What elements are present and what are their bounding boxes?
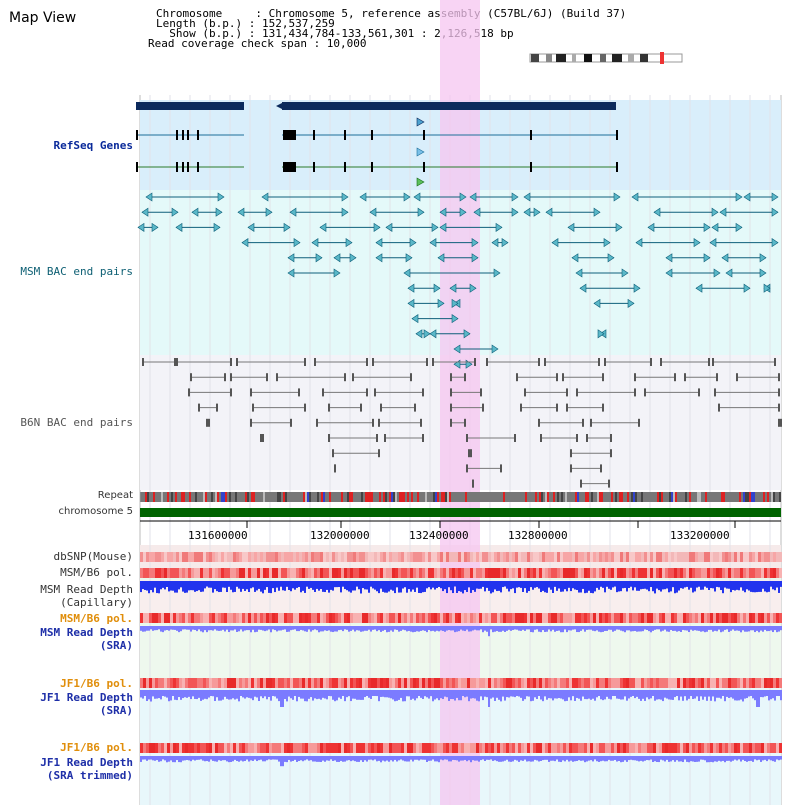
chromosome-info: Chromosome : Chromosome 5, reference ass… [148,8,626,50]
chromosome-bar[interactable] [140,508,781,517]
track-label-msm-b6-pol-2[interactable]: MSM/B6 pol. [60,612,133,625]
highlight-region[interactable] [440,0,480,805]
track-label-refseq[interactable]: RefSeq Genes [53,139,133,152]
map-view-title: Map View [9,10,77,26]
track-label-msm-bac[interactable]: MSM BAC end pairs [20,265,133,278]
track-label-jf1-b6-pol-1[interactable]: JF1/B6 pol. [60,677,133,690]
track-label-jf1-depth-sra-sub: (SRA) [99,704,133,717]
track-label-msm-b6-pol-1[interactable]: MSM/B6 pol. [60,566,133,579]
track-label-msm-depth-sra-sub: (SRA) [99,639,133,652]
msm-bac-end-pairs[interactable] [137,192,779,369]
track-label-msm-depth-capillary-sub: (Capillary) [60,596,133,609]
track-label-chromosome: chromosome 5 [58,506,133,517]
track-label-jf1-b6-pol-2[interactable]: JF1/B6 pol. [60,741,133,754]
tick-label-5: 133200000 [670,529,730,542]
track-label-jf1-depth-sra[interactable]: JF1 Read Depth [40,691,133,704]
track-label-msm-depth-capillary[interactable]: MSM Read Depth [40,583,133,596]
track-label-b6n-bac[interactable]: B6N BAC end pairs [20,416,133,429]
track-label-repeat[interactable]: Repeat [97,490,133,501]
info-length: Length (b.p.) : 152,537,259 [156,17,335,30]
track-label-dbsnp[interactable]: dbSNP(Mouse) [53,550,133,563]
tick-label-1: 131600000 [188,529,248,542]
tick-label-2: 132000000 [310,529,370,542]
axis-ticks [246,521,736,528]
track-label-jf1-depth-trimmed-sub: (SRA trimmed) [46,769,133,782]
tick-label-4: 132800000 [508,529,568,542]
refseq-genes[interactable] [136,102,618,187]
chromosome-ideogram[interactable] [529,52,683,64]
track-label-jf1-depth-trimmed[interactable]: JF1 Read Depth [40,756,133,769]
track-label-msm-depth-sra[interactable]: MSM Read Depth [40,626,133,639]
tick-label-3: 132400000 [409,529,469,542]
info-coverage-span: Read coverage check span : 10,000 [148,37,367,50]
b6n-bac-end-pairs[interactable] [142,358,782,488]
